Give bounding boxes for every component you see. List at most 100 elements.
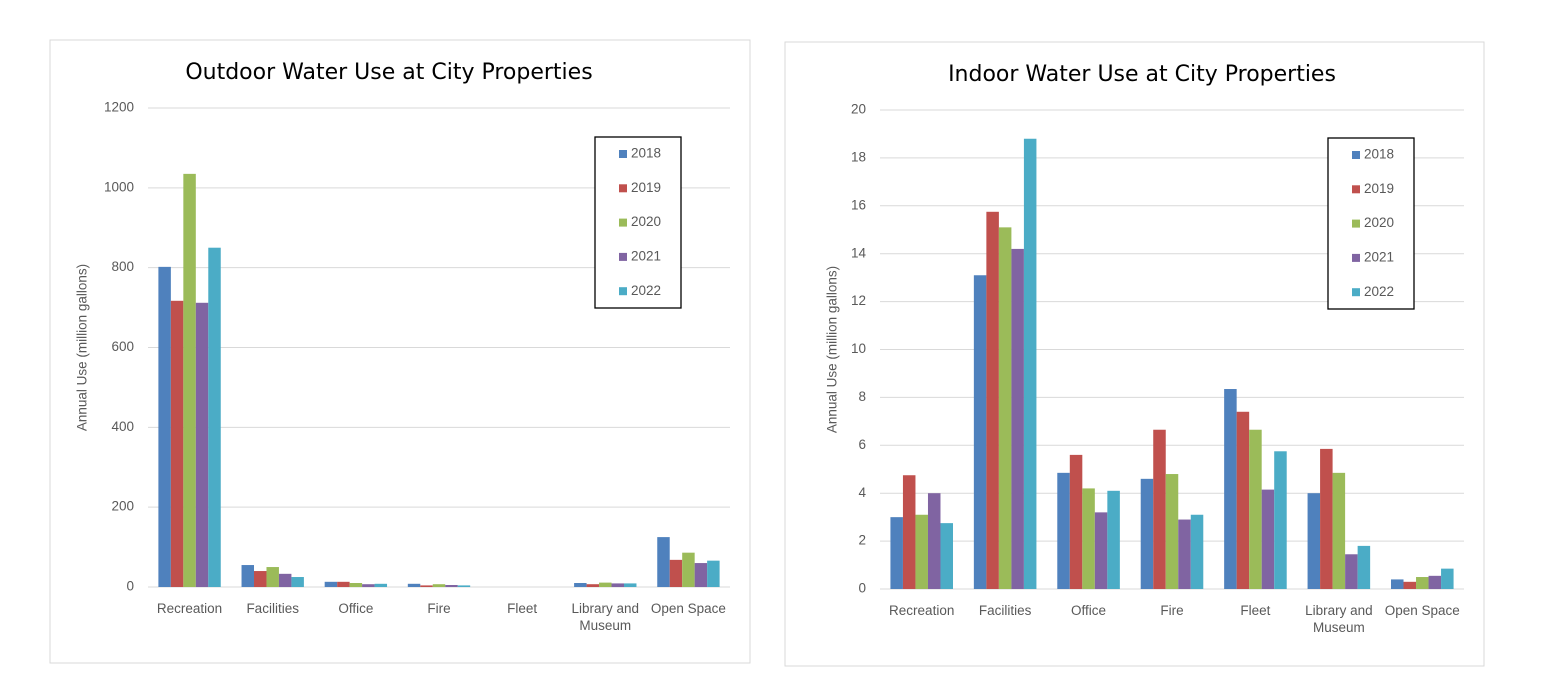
bar [1094, 512, 1108, 589]
bar [1011, 248, 1024, 589]
legend-label: 2018 [1364, 147, 1394, 162]
bar [890, 517, 903, 589]
bar [349, 583, 363, 587]
y-tick-label: 12 [851, 293, 866, 308]
bar [1057, 472, 1070, 589]
bar [195, 302, 209, 587]
x-tick-label: Recreation [156, 601, 223, 616]
y-tick-label: 16 [851, 197, 866, 212]
y-tick-label: 4 [858, 485, 866, 500]
x-tick-label: Office [1071, 603, 1107, 618]
legend-swatch [1352, 288, 1360, 297]
x-tick-label: Facilities [978, 603, 1032, 618]
bar [1261, 489, 1275, 589]
bar [915, 514, 928, 589]
chart-title: Outdoor Water Use at City Properties [185, 60, 592, 85]
x-tick-label: Fire [1160, 603, 1184, 618]
bar [457, 585, 471, 587]
bar [1332, 472, 1346, 589]
x-tick-label: Library and Museum [1305, 603, 1373, 635]
y-tick-label: 0 [858, 581, 866, 596]
bar [611, 583, 624, 587]
y-tick-label: 10 [851, 341, 866, 356]
bar [1224, 389, 1237, 589]
bar [1391, 579, 1404, 589]
bar [940, 523, 953, 589]
chart-frame [49, 39, 751, 664]
bar [278, 573, 292, 587]
bar [1357, 545, 1371, 589]
y-tick-label: 18 [851, 149, 866, 164]
bar [1082, 488, 1095, 589]
y-axis-label: Annual Use (million gallons) [825, 266, 840, 433]
legend-label: 2018 [631, 146, 661, 161]
x-tick-label: Fleet [507, 601, 538, 616]
bar [1345, 554, 1358, 589]
bar [973, 275, 987, 589]
legend-swatch [1352, 253, 1360, 262]
bar [1107, 490, 1120, 589]
legend-swatch [619, 218, 627, 227]
bar [362, 584, 375, 587]
legend-swatch [619, 287, 627, 296]
chart-frame [784, 41, 1485, 667]
bar [599, 582, 612, 587]
y-tick-label: 600 [111, 339, 134, 354]
bar [1274, 451, 1287, 589]
bar [254, 571, 267, 587]
bar [407, 583, 421, 587]
x-tick-label: Facilities [246, 601, 299, 616]
legend-label: 2019 [1364, 181, 1394, 196]
bar [1153, 429, 1166, 589]
bar [1190, 514, 1204, 589]
y-tick-label: 2 [858, 533, 866, 548]
bar [170, 300, 184, 587]
legend-swatch [619, 184, 627, 193]
bar [374, 583, 388, 587]
legend-label: 2019 [631, 180, 661, 195]
bar [324, 581, 338, 587]
legend-box [594, 136, 682, 309]
bar [266, 567, 279, 587]
bar [998, 227, 1012, 590]
bar [902, 475, 916, 589]
legend-label: 2020 [631, 214, 661, 229]
y-tick-label: 1200 [104, 100, 134, 115]
y-axis-label: Annual Use (million gallons) [75, 264, 90, 431]
bar [1441, 568, 1454, 589]
bar [432, 584, 446, 587]
bar [1307, 493, 1321, 589]
bar [669, 559, 683, 587]
bar [1416, 577, 1429, 589]
bar [291, 577, 304, 587]
bar [1249, 429, 1262, 589]
bar [1320, 448, 1333, 589]
bar [1165, 474, 1179, 589]
bar [1403, 581, 1417, 589]
bar [986, 211, 999, 589]
x-tick-label: Recreation [889, 603, 955, 618]
legend-label: 2021 [631, 248, 661, 263]
bar [445, 585, 458, 587]
legend-swatch [1352, 185, 1360, 194]
y-tick-label: 400 [111, 419, 134, 434]
legend-swatch [1352, 219, 1360, 228]
x-tick-label: Fire [427, 601, 451, 616]
y-tick-label: 8 [858, 389, 866, 404]
legend-label: 2022 [631, 283, 661, 298]
chart-title: Indoor Water Use at City Properties [948, 62, 1336, 87]
y-tick-label: 6 [858, 437, 866, 452]
bar [158, 266, 171, 587]
bar [208, 247, 221, 588]
legend-label: 2022 [1364, 284, 1394, 299]
bar [241, 565, 255, 587]
legend-label: 2020 [1364, 215, 1394, 230]
bar [1140, 478, 1154, 589]
bar [1023, 138, 1037, 590]
y-tick-label: 0 [126, 579, 134, 594]
bar [420, 585, 433, 587]
bar [183, 173, 196, 588]
bar [1236, 411, 1250, 589]
x-tick-label: Library and Museum [571, 601, 640, 633]
